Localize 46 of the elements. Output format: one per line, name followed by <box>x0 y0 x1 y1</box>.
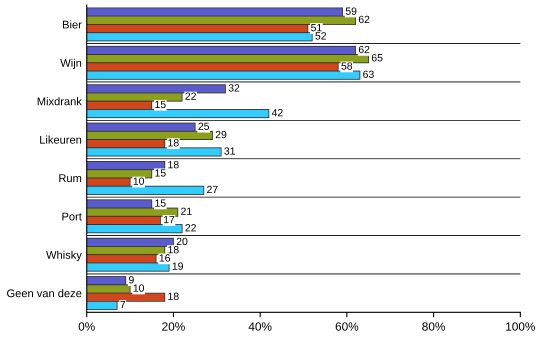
data-label: 18 <box>168 246 179 254</box>
data-label: 15 <box>155 100 166 108</box>
data-label: 16 <box>160 254 170 262</box>
data-label: 25 <box>198 122 210 130</box>
data-label: 42 <box>272 108 283 116</box>
data-label: 10 <box>134 284 144 292</box>
data-label: 19 <box>172 262 183 270</box>
y-tick-label: Likeuren <box>40 136 82 144</box>
data-label: 18 <box>168 160 179 168</box>
data-label: 62 <box>358 16 370 24</box>
data-label: 62 <box>358 46 370 54</box>
x-tick-label: 100% <box>506 322 535 331</box>
data-label: 51 <box>311 24 322 32</box>
x-tick-label: 40% <box>248 322 272 331</box>
y-tick-label: Wijn <box>60 58 82 70</box>
y-tick-label: Whisky <box>46 250 82 262</box>
data-label: 18 <box>168 139 179 146</box>
data-label: 20 <box>176 238 188 246</box>
x-tick-label: 80% <box>422 322 445 331</box>
data-label: 17 <box>164 216 174 224</box>
x-tick-label: 0% <box>78 322 95 331</box>
data-label: 31 <box>224 147 235 155</box>
data-label: 10 <box>134 177 144 185</box>
y-tick-label: Bier <box>63 20 82 29</box>
data-label: 15 <box>155 199 166 207</box>
y-tick-label: Geen van deze <box>7 289 82 298</box>
y-tick-label: Mixdrank <box>38 97 82 106</box>
x-tick-label: 60% <box>336 322 358 331</box>
data-label: 59 <box>346 7 356 15</box>
data-label: 29 <box>216 130 226 138</box>
data-label: 58 <box>341 62 352 70</box>
y-tick-label: Port <box>62 212 82 220</box>
data-label: 7 <box>120 301 126 308</box>
data-label: 63 <box>363 70 374 78</box>
data-label: 27 <box>207 186 218 194</box>
data-label: 65 <box>372 54 382 62</box>
data-label: 22 <box>185 224 196 232</box>
data-label: 32 <box>228 84 240 92</box>
x-tick-label: 20% <box>162 322 185 331</box>
data-label: 9 <box>129 276 134 284</box>
y-tick-label: Rum <box>59 174 82 182</box>
data-label: 21 <box>181 208 192 215</box>
data-label: 52 <box>315 32 326 40</box>
data-label: 15 <box>155 169 166 177</box>
data-label: 18 <box>168 292 179 300</box>
data-label: 22 <box>185 92 196 100</box>
